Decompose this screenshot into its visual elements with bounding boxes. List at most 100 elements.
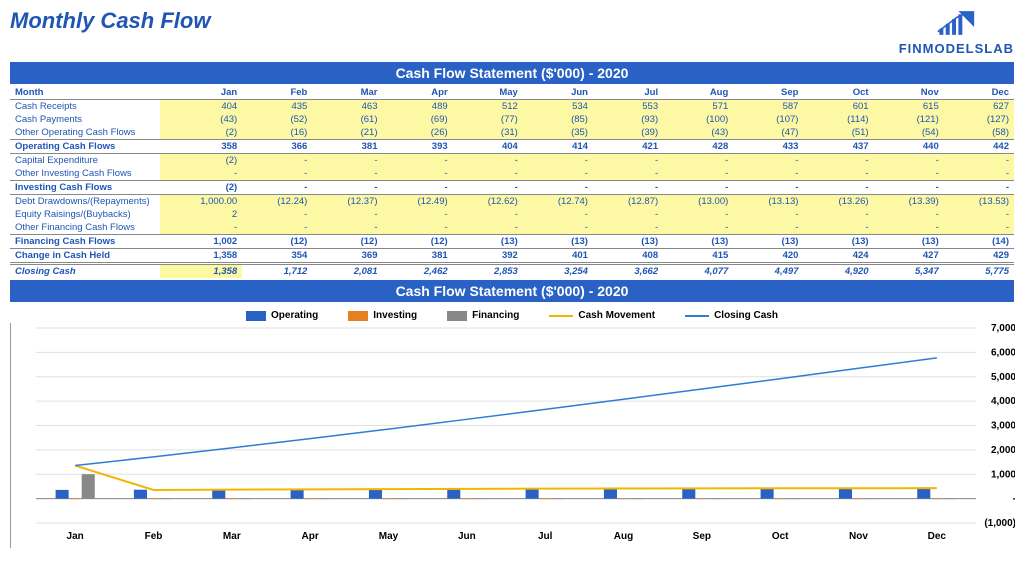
cell: 5,347: [874, 264, 944, 279]
bar-investing: [225, 499, 238, 500]
cell: (2): [160, 154, 242, 168]
col-jun: Jun: [523, 86, 593, 100]
col-sep: Sep: [733, 86, 803, 100]
cell: (26): [383, 126, 453, 140]
bar-operating: [917, 488, 930, 499]
x-tick-label: Oct: [772, 531, 789, 542]
cell: -: [383, 221, 453, 235]
legend-item-closing-cash: Closing Cash: [685, 310, 778, 321]
col-aug: Aug: [663, 86, 733, 100]
cell: (31): [453, 126, 523, 140]
cell: 437: [803, 140, 873, 154]
y-tick-label: 4,000: [991, 396, 1015, 407]
cell: -: [593, 167, 663, 181]
cell: -: [733, 181, 803, 195]
cell: (13): [874, 235, 944, 249]
col-oct: Oct: [803, 86, 873, 100]
col-feb: Feb: [242, 86, 312, 100]
row-other-op: Other Operating Cash Flows(2)(16)(21)(26…: [10, 126, 1014, 140]
bar-investing: [304, 499, 317, 500]
bar-financing: [630, 499, 643, 500]
cell: -: [242, 167, 312, 181]
cell: -: [733, 154, 803, 168]
y-tick-label: 7,000: [991, 323, 1015, 334]
cell: (52): [242, 113, 312, 126]
x-tick-label: Aug: [614, 531, 633, 542]
cell: -: [874, 208, 944, 221]
x-tick-label: Apr: [302, 531, 319, 542]
cell: -: [453, 208, 523, 221]
cell: -: [733, 167, 803, 181]
cell: -: [663, 154, 733, 168]
logo-text: FINMODELSLAB: [899, 41, 1014, 56]
cell: 408: [593, 249, 663, 264]
y-tick-label: 6,000: [991, 347, 1015, 358]
row-label: Financing Cash Flows: [10, 235, 160, 249]
cell: (58): [944, 126, 1014, 140]
bar-financing: [787, 499, 800, 500]
bar-financing: [238, 499, 251, 500]
cell: (12): [383, 235, 453, 249]
cell: 381: [312, 140, 382, 154]
legend-swatch: [246, 311, 266, 321]
table-title-band: Cash Flow Statement ($'000) - 2020: [10, 62, 1014, 84]
cell: -: [803, 154, 873, 168]
cell: 2,462: [383, 264, 453, 279]
cell: (13): [803, 235, 873, 249]
row-other-inv: Other Investing Cash Flows------------: [10, 167, 1014, 181]
bar-investing: [69, 499, 82, 500]
bar-financing: [473, 499, 486, 500]
cell: (121): [874, 113, 944, 126]
cell: 1,358: [160, 249, 242, 264]
y-tick-label: 3,000: [991, 421, 1015, 432]
cell: 433: [733, 140, 803, 154]
cell: -: [874, 167, 944, 181]
row-label: Debt Drawdowns/(Repayments): [10, 195, 160, 209]
cell: 427: [874, 249, 944, 264]
bar-financing: [82, 474, 95, 498]
legend-label: Closing Cash: [714, 310, 778, 321]
cell: 601: [803, 100, 873, 114]
bar-investing: [382, 499, 395, 500]
table-header-row: MonthJanFebMarAprMayJunJulAugSepOctNovDe…: [10, 86, 1014, 100]
legend-swatch: [447, 311, 467, 321]
cell: 463: [312, 100, 382, 114]
x-tick-label: Feb: [145, 531, 163, 542]
cell: 424: [803, 249, 873, 264]
cell: -: [312, 181, 382, 195]
cell: (51): [803, 126, 873, 140]
cell: -: [160, 221, 242, 235]
cell: -: [312, 167, 382, 181]
row-op-cf: Operating Cash Flows35836638139340441442…: [10, 140, 1014, 154]
cell: (13): [523, 235, 593, 249]
cell: 4,920: [803, 264, 873, 279]
cell: -: [242, 154, 312, 168]
cell: (85): [523, 113, 593, 126]
y-tick-label: 5,000: [991, 372, 1015, 383]
bar-financing: [160, 499, 173, 500]
bar-investing: [930, 499, 943, 500]
bar-financing: [865, 499, 878, 500]
row-capex: Capital Expenditure(2)-----------: [10, 154, 1014, 168]
cell: (35): [523, 126, 593, 140]
bar-investing: [460, 499, 473, 500]
row-label: Equity Raisings/(Buybacks): [10, 208, 160, 221]
bar-investing: [147, 499, 160, 500]
col-mar: Mar: [312, 86, 382, 100]
bar-operating: [369, 489, 382, 499]
cell: -: [242, 181, 312, 195]
chart-container: (1,000)-1,0002,0003,0004,0005,0006,0007,…: [10, 323, 1014, 548]
legend-item-cash-movement: Cash Movement: [549, 310, 655, 321]
cell: 369: [312, 249, 382, 264]
cell: -: [803, 167, 873, 181]
cell: -: [593, 181, 663, 195]
row-cash-receipts: Cash Receipts404435463489512534553571587…: [10, 100, 1014, 114]
cell: (100): [663, 113, 733, 126]
cell: (54): [874, 126, 944, 140]
bar-investing: [774, 499, 787, 500]
bar-operating: [134, 490, 147, 499]
cell: (93): [593, 113, 663, 126]
row-equity: Equity Raisings/(Buybacks)2-----------: [10, 208, 1014, 221]
x-tick-label: Jan: [67, 531, 84, 542]
y-tick-label: (1,000): [984, 518, 1015, 529]
